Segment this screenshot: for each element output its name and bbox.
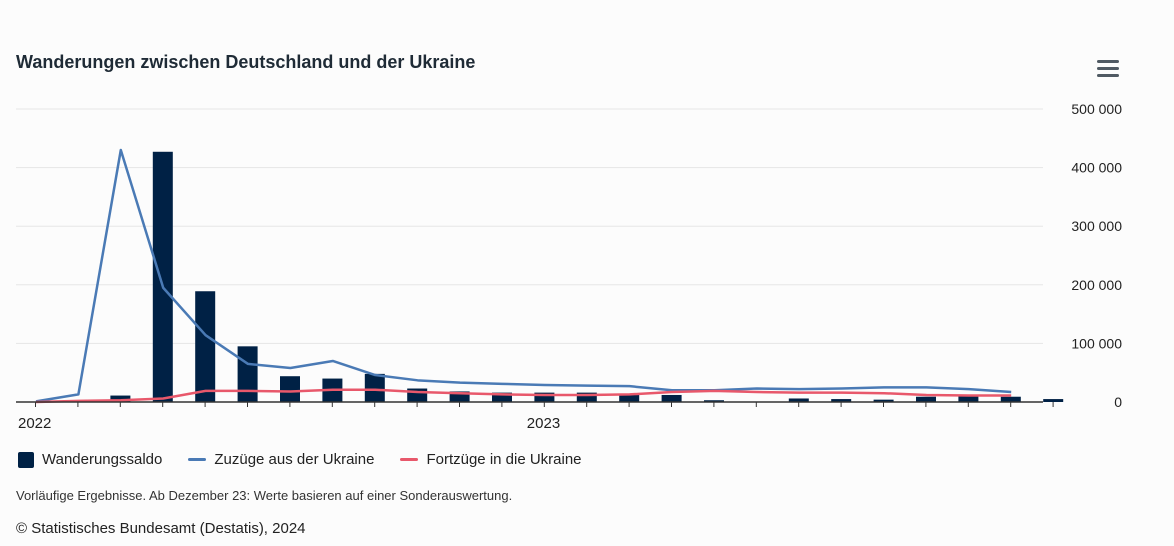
bar-saldo (195, 291, 216, 402)
chart-note: Vorläufige Ergebnisse. Ab Dezember 23: W… (16, 488, 513, 503)
bar-saldo (1000, 396, 1021, 402)
bar-saldo (619, 393, 640, 402)
bar-saldo (831, 399, 852, 402)
y-tick-label: 500 000 (1071, 101, 1122, 117)
line-fortzuege (35, 388, 1012, 404)
bar-saldo (661, 394, 682, 402)
bar-saldo (280, 376, 300, 402)
legend-label-saldo: Wanderungssaldo (42, 451, 163, 468)
y-tick-label: 100 000 (1071, 335, 1122, 351)
bar-saldo (576, 392, 597, 402)
bar-saldo (1043, 399, 1064, 402)
bar-saldo (958, 395, 979, 402)
legend-swatch-saldo (18, 451, 34, 468)
chart-title: Wanderungen zwischen Deutschland und der… (16, 52, 476, 72)
bar-saldo (788, 398, 809, 402)
bar-saldo (704, 400, 724, 402)
x-tick-label: 2022 (18, 415, 51, 432)
bar-saldo (449, 391, 470, 402)
legend-item-fortzuege[interactable]: Fortzüge in die Ukraine (400, 451, 582, 468)
bar-saldo (873, 399, 894, 402)
bar-saldo (492, 392, 512, 402)
legend-label-fortzuege: Fortzüge in die Ukraine (426, 451, 582, 468)
line-zuzuege (35, 148, 1012, 403)
bar-saldo (237, 346, 258, 402)
chart-plot: 0 100 000 200 000 300 000 400 000 500 000 2022… (16, 101, 1122, 432)
bar-saldo (534, 392, 555, 402)
legend-swatch-fortzuege (400, 458, 419, 461)
y-tick-label: 400 000 (1071, 160, 1122, 176)
bar-saldo (152, 151, 173, 402)
chart-credit: © Statistisches Bundesamt (Destatis), 20… (16, 520, 306, 537)
hamburger-menu-icon[interactable] (1097, 60, 1119, 80)
legend-swatch-zuzuege (188, 458, 207, 461)
x-tick-label: 2023 (527, 415, 560, 432)
y-tick-label: 200 000 (1071, 277, 1122, 293)
credit-text: © Statistisches Bundesamt (Destatis), 20… (16, 520, 306, 537)
legend-label-zuzuege: Zuzüge aus der Ukraine (214, 451, 375, 468)
y-tick-label: 0 (1114, 394, 1122, 410)
bar-saldo (110, 395, 131, 402)
bar-saldo (364, 373, 385, 402)
legend-item-zuzuege[interactable]: Zuzüge aus der Ukraine (188, 451, 374, 468)
y-tick-label: 300 000 (1071, 218, 1122, 234)
bar-saldo (916, 396, 936, 402)
legend-item-saldo[interactable]: Wanderungssaldo (18, 451, 162, 468)
chart-legend: Wanderungssaldo Zuzüge aus der Ukraine F… (18, 451, 582, 468)
